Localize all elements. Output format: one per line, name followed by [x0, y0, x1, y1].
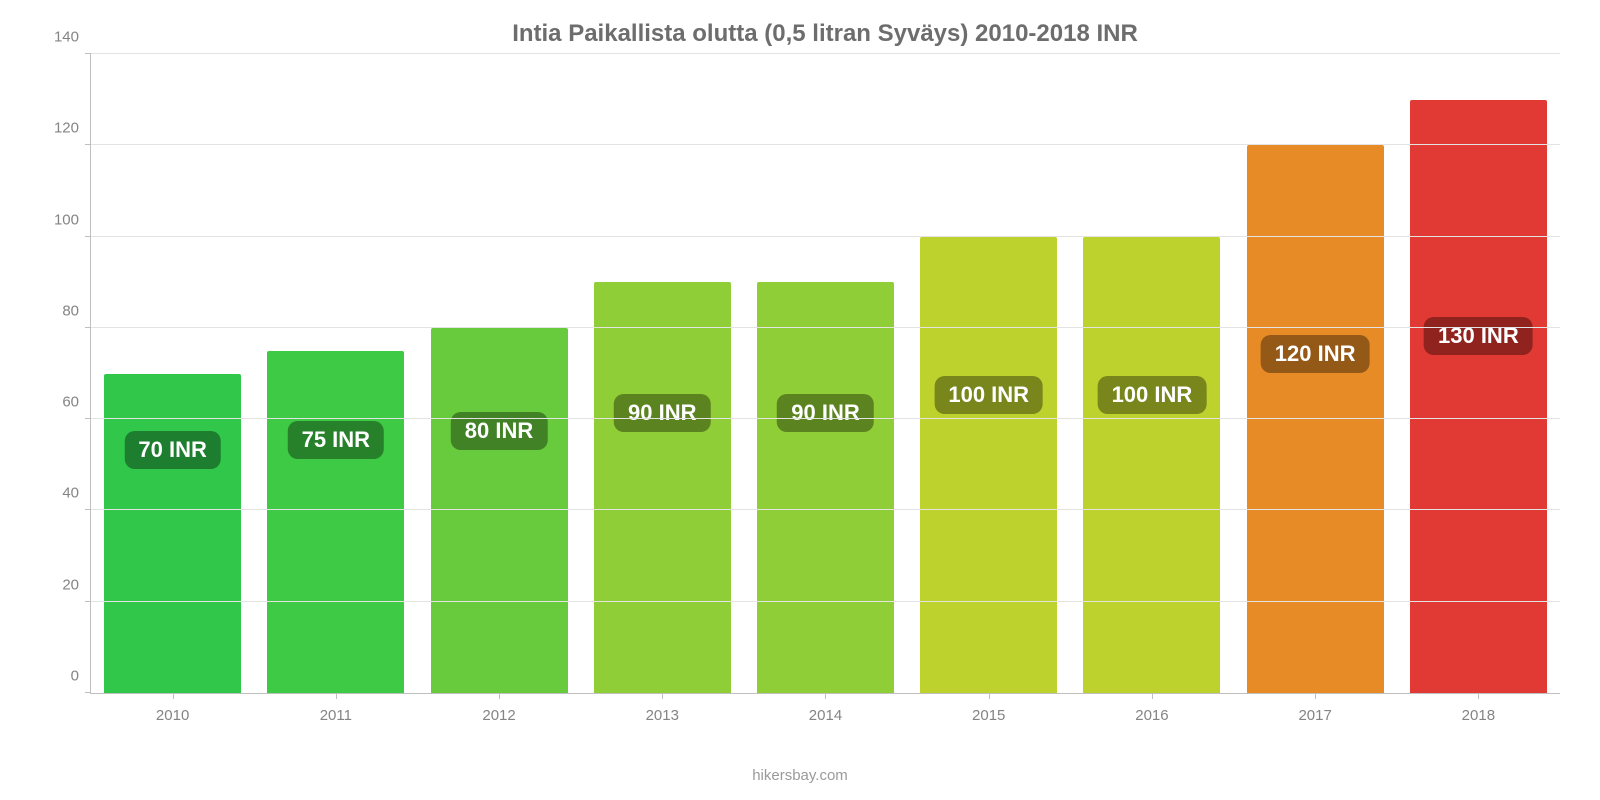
bar-value-label: 90 INR: [777, 394, 873, 432]
chart-title: Intia Paikallista olutta (0,5 litran Syv…: [90, 20, 1560, 48]
grid-line: [91, 144, 1560, 145]
x-tick-mark: [662, 693, 663, 699]
bar-slot: 90 INR2013: [581, 54, 744, 693]
bar-value-label: 75 INR: [288, 421, 384, 459]
plot-area: 70 INR201075 INR201180 INR201290 INR2013…: [90, 54, 1560, 694]
x-tick-mark: [1478, 693, 1479, 699]
bar-slot: 90 INR2014: [744, 54, 907, 693]
y-tick-label: 120: [54, 120, 91, 137]
x-tick-mark: [1152, 693, 1153, 699]
grid-line: [91, 418, 1560, 419]
grid-line: [91, 53, 1560, 54]
grid-line: [91, 509, 1560, 510]
bar-slot: 70 INR2010: [91, 54, 254, 693]
y-tick-label: 0: [71, 668, 91, 685]
y-tick-label: 100: [54, 211, 91, 228]
x-tick-mark: [499, 693, 500, 699]
bar: [594, 282, 731, 693]
y-tick-mark: [85, 236, 91, 237]
grid-line: [91, 327, 1560, 328]
y-tick-label: 140: [54, 29, 91, 46]
bar-slot: 130 INR2018: [1397, 54, 1560, 693]
bar-value-label: 90 INR: [614, 394, 710, 432]
bar: [920, 237, 1057, 693]
x-tick-mark: [825, 693, 826, 699]
bar-value-label: 70 INR: [124, 431, 220, 469]
y-tick-mark: [85, 327, 91, 328]
bar: [757, 282, 894, 693]
bar-value-label: 100 INR: [1098, 376, 1207, 414]
y-tick-mark: [85, 144, 91, 145]
x-tick-mark: [173, 693, 174, 699]
y-tick-label: 80: [62, 302, 91, 319]
bar-slot: 75 INR2011: [254, 54, 417, 693]
bar-value-label: 130 INR: [1424, 317, 1533, 355]
bar-value-label: 120 INR: [1261, 335, 1370, 373]
bar-slot: 80 INR2012: [417, 54, 580, 693]
bar: [1410, 100, 1547, 693]
y-tick-mark: [85, 53, 91, 54]
bar-slot: 120 INR2017: [1234, 54, 1397, 693]
y-tick-label: 20: [62, 576, 91, 593]
y-tick-label: 60: [62, 394, 91, 411]
y-tick-mark: [85, 601, 91, 602]
source-caption: hikersbay.com: [752, 767, 848, 784]
x-tick-mark: [336, 693, 337, 699]
bar: [1083, 237, 1220, 693]
x-tick-mark: [1315, 693, 1316, 699]
chart-container: Intia Paikallista olutta (0,5 litran Syv…: [0, 0, 1600, 800]
grid-line: [91, 601, 1560, 602]
y-tick-mark: [85, 418, 91, 419]
bar-slot: 100 INR2015: [907, 54, 1070, 693]
y-tick-label: 40: [62, 485, 91, 502]
y-tick-mark: [85, 692, 91, 693]
x-tick-mark: [989, 693, 990, 699]
bars-layer: 70 INR201075 INR201180 INR201290 INR2013…: [91, 54, 1560, 693]
bar-value-label: 100 INR: [934, 376, 1043, 414]
grid-line: [91, 236, 1560, 237]
bar: [104, 374, 241, 694]
y-tick-mark: [85, 509, 91, 510]
bar: [267, 351, 404, 693]
bar-slot: 100 INR2016: [1070, 54, 1233, 693]
